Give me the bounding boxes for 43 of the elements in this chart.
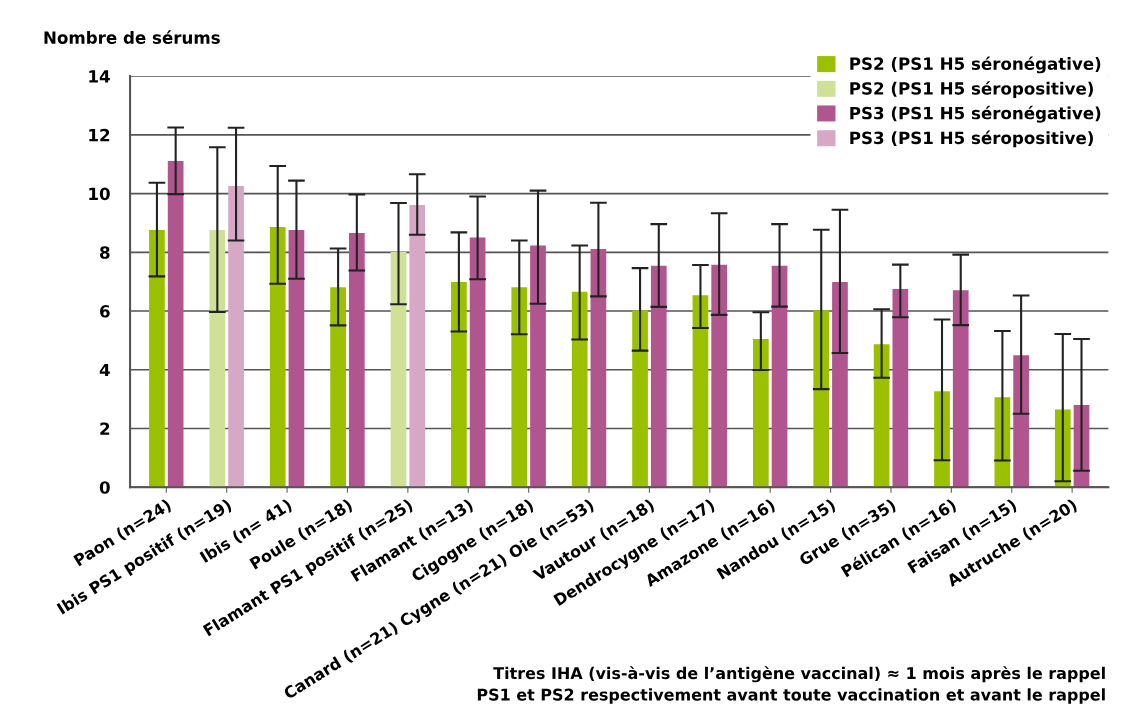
- y-axis-title: Nombre de sérums: [44, 30, 220, 44]
- bar: [711, 264, 728, 488]
- legend-label: PS3 (PS1 H5 séropositive): [850, 130, 1093, 148]
- bar: [873, 344, 890, 488]
- y-tick-label: 8: [100, 246, 110, 259]
- legend-label: PS3 (PS1 H5 séronégative): [850, 105, 1101, 123]
- y-tick-label: 0: [99, 481, 110, 494]
- bar: [511, 287, 528, 488]
- bar: [390, 252, 407, 488]
- bar: [752, 338, 769, 488]
- bar: [269, 227, 286, 488]
- y-tick-label: 14: [89, 70, 110, 83]
- text: Titres IHA (vis-à-vis de l’antigène vaccinal) ≈ 1 mois après le rappel: [493, 666, 1105, 683]
- bar: [650, 265, 667, 488]
- bar: [288, 229, 305, 488]
- bar: [892, 289, 909, 488]
- text: PS1 et PS2 respectivement avant toute vaccination et avant le rappel: [477, 688, 1105, 704]
- y-tick-label: 10: [89, 187, 110, 201]
- bar: [348, 232, 365, 488]
- bar: [167, 160, 184, 488]
- bar: [330, 287, 346, 488]
- y-tick-label: 2: [100, 422, 110, 435]
- bar: [692, 295, 709, 488]
- bar: [469, 237, 486, 488]
- y-tick-label: 12: [89, 128, 110, 142]
- y-tick-label: 6: [100, 305, 110, 318]
- bar: [530, 245, 546, 488]
- bar: [451, 281, 467, 488]
- bar: [813, 310, 830, 488]
- bar: [571, 291, 588, 488]
- bar: [209, 229, 226, 488]
- legend-label: PS2 (PS1 H5 séronégative): [850, 56, 1101, 74]
- bar: [409, 205, 426, 488]
- legend-label: PS2 (PS1 H5 séropositive): [850, 81, 1093, 98]
- bar: [952, 290, 969, 488]
- bar: [590, 249, 607, 488]
- y-tick-label: 4: [99, 363, 110, 377]
- bar: [771, 265, 788, 488]
- bar: [149, 229, 165, 488]
- bar: [632, 310, 648, 488]
- bar: [1013, 355, 1029, 488]
- bar: [228, 185, 244, 488]
- bar: [832, 281, 848, 488]
